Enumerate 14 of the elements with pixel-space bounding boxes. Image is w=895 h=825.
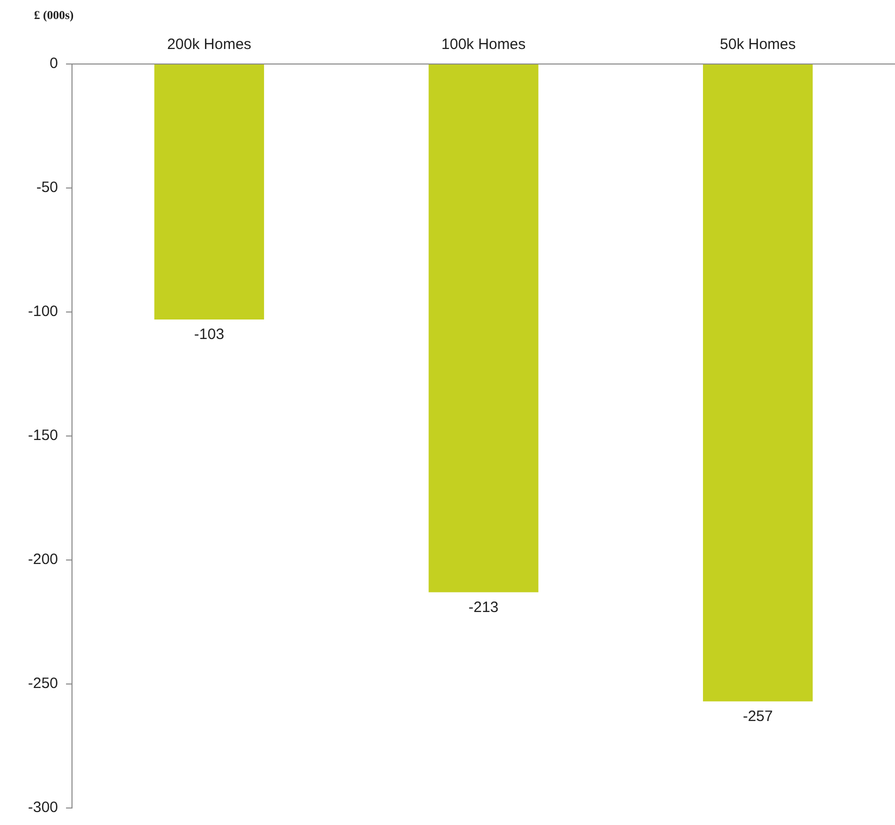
x-tick-label: 100k Homes [441,36,526,54]
y-tick-label: -300 [28,799,58,816]
data-label: -103 [194,326,224,344]
x-tick-label: 50k Homes [720,36,796,54]
y-tick-label: -250 [28,675,58,692]
x-tick-label: 200k Homes [167,36,252,54]
y-tick-label: 0 [50,55,58,72]
y-axis-title: £ (000s) [34,8,74,22]
data-label: -257 [742,708,773,725]
data-label: -213 [468,598,499,616]
y-tick-label: -50 [36,179,58,196]
y-tick-label: -100 [28,303,58,320]
y-tick-label: -150 [28,427,58,444]
y-tick-label: -200 [28,551,58,568]
